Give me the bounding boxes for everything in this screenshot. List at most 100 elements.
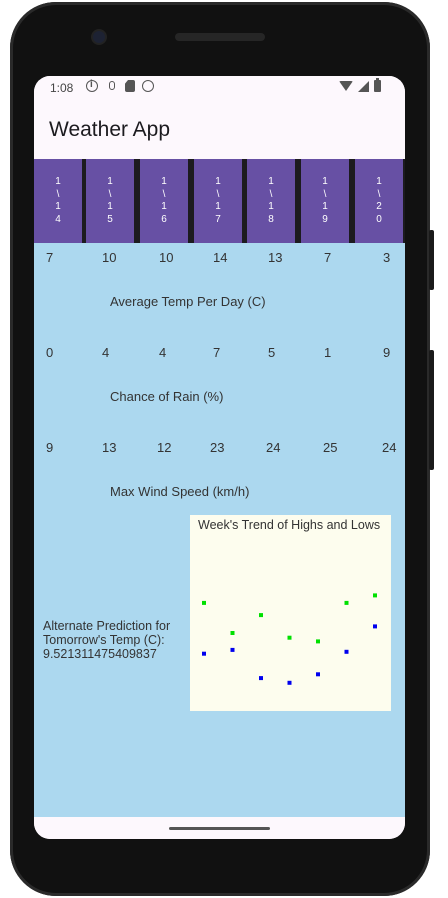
status-bar: 1:08 — [34, 76, 405, 100]
date-char: 1 — [215, 176, 221, 187]
low-temp-point — [259, 676, 263, 681]
avg-temp-value: 3 — [383, 250, 391, 265]
high-temp-point — [316, 639, 320, 644]
screen: 1:08 Weather App 1\14 1\15 1\16 — [34, 76, 405, 839]
high-temp-point — [259, 613, 263, 618]
volume-button — [429, 350, 434, 470]
avg-temp-value: 7 — [324, 250, 332, 265]
wifi-icon — [339, 81, 353, 91]
date-char: 5 — [107, 213, 113, 225]
power-button — [429, 230, 434, 290]
sd-card-icon — [125, 80, 135, 92]
rain-value: 5 — [268, 345, 276, 360]
date-char: 6 — [161, 213, 167, 225]
rain-value: 1 — [324, 345, 332, 360]
earpiece-speaker — [175, 33, 265, 41]
high-temp-point — [202, 600, 206, 605]
date-char: 1 — [107, 201, 113, 212]
wind-value: 23 — [210, 440, 225, 455]
date-char: \ — [216, 188, 220, 200]
date-button[interactable]: 1 \ 2 0 — [355, 159, 403, 243]
avg-temp-row: 7 10 10 14 13 7 3 — [34, 250, 405, 270]
date-char: 1 — [107, 176, 113, 187]
wind-value: 24 — [266, 440, 281, 455]
low-temp-point — [202, 651, 206, 656]
date-char: 1 — [268, 201, 274, 212]
wind-value: 24 — [382, 440, 397, 455]
wind-caption: Max Wind Speed (km/h) — [110, 484, 250, 499]
alternate-prediction: Alternate Prediction for Tomorrow's Temp… — [43, 619, 193, 661]
date-button[interactable]: 1 \ 1 5 — [86, 159, 134, 243]
date-char: 1 — [376, 176, 382, 187]
info-icon — [86, 79, 98, 92]
date-button[interactable]: 1 \ 1 4 — [34, 159, 82, 243]
high-temp-point — [344, 600, 349, 605]
date-char: 2 — [376, 201, 382, 212]
date-button[interactable]: 1 \ 1 8 — [247, 159, 295, 243]
date-char: 1 — [322, 201, 328, 212]
date-row: 1 \ 1 4 1 \ 1 5 1 \ 1 6 1 \ 1 7 1 \ 1 8 1 \ 1 9 1 \ 2 0 — [34, 159, 405, 243]
date-char: 1 — [55, 176, 61, 187]
high-temp-point — [373, 593, 377, 598]
battery-icon — [374, 78, 381, 92]
date-char: 8 — [268, 213, 274, 225]
avg-temp-value: 10 — [159, 250, 174, 265]
weather-content: 1 \ 1 4 1 \ 1 5 1 \ 1 6 1 \ 1 7 1 \ 1 8 1 \ 1 9 1 \ 2 0 7 1 — [34, 159, 405, 817]
date-char: \ — [269, 188, 273, 200]
alternate-prediction-label: Alternate Prediction for Tomorrow's Temp… — [43, 619, 171, 647]
date-char: \ — [56, 188, 60, 200]
avg-temp-value: 7 — [46, 250, 54, 265]
wind-row: 9 13 12 23 24 25 24 — [34, 440, 405, 460]
wind-value: 12 — [157, 440, 172, 455]
date-char: 1 — [215, 201, 221, 212]
status-icons-right — [339, 78, 381, 92]
date-button[interactable]: 1 \ 1 6 — [140, 159, 188, 243]
app-bar: Weather App — [34, 100, 405, 158]
wind-value: 25 — [323, 440, 338, 455]
alternate-prediction-value: 9.521311475409837 — [43, 647, 157, 661]
date-char: 4 — [55, 213, 61, 225]
date-char: \ — [108, 188, 112, 200]
rain-value: 0 — [46, 345, 54, 360]
date-char: 1 — [268, 176, 274, 187]
home-gesture-bar[interactable] — [169, 827, 270, 830]
low-temp-point — [230, 647, 235, 652]
date-char: 1 — [55, 201, 61, 212]
low-temp-point — [373, 624, 377, 629]
status-icons-left — [86, 79, 154, 93]
rain-row: 0 4 4 7 5 1 9 — [34, 345, 405, 365]
low-temp-point — [344, 649, 349, 654]
avg-temp-value: 13 — [268, 250, 283, 265]
trend-chart: Week's Trend of Highs and Lows — [190, 515, 391, 711]
date-char: 9 — [322, 213, 328, 225]
face-icon — [142, 80, 154, 92]
rain-value: 9 — [383, 345, 391, 360]
status-time: 1:08 — [50, 81, 74, 95]
signal-icon — [358, 80, 369, 92]
date-char: 7 — [215, 213, 221, 225]
date-button[interactable]: 1 \ 1 9 — [301, 159, 349, 243]
date-char: \ — [323, 188, 327, 200]
date-button[interactable]: 1 \ 1 7 — [194, 159, 242, 243]
date-char: 1 — [322, 176, 328, 187]
date-char: 1 — [161, 176, 167, 187]
rain-value: 4 — [159, 345, 167, 360]
rain-value: 7 — [213, 345, 221, 360]
date-char: 1 — [161, 201, 167, 212]
navigation-bar — [34, 817, 405, 839]
low-temp-point — [316, 672, 320, 677]
avg-temp-caption: Average Temp Per Day (C) — [110, 294, 266, 309]
front-camera — [93, 31, 105, 43]
low-temp-point — [287, 680, 292, 685]
chart-plot — [202, 593, 377, 685]
avg-temp-value: 14 — [213, 250, 228, 265]
wind-value: 13 — [102, 440, 117, 455]
app-title: Weather App — [49, 118, 171, 141]
high-temp-point — [230, 631, 235, 635]
date-char: 0 — [376, 213, 382, 225]
date-char: \ — [377, 188, 381, 200]
wind-value: 9 — [46, 440, 54, 455]
microphone-icon — [105, 80, 118, 93]
high-temp-point — [287, 635, 292, 640]
chart-title: Week's Trend of Highs and Lows — [198, 518, 381, 532]
